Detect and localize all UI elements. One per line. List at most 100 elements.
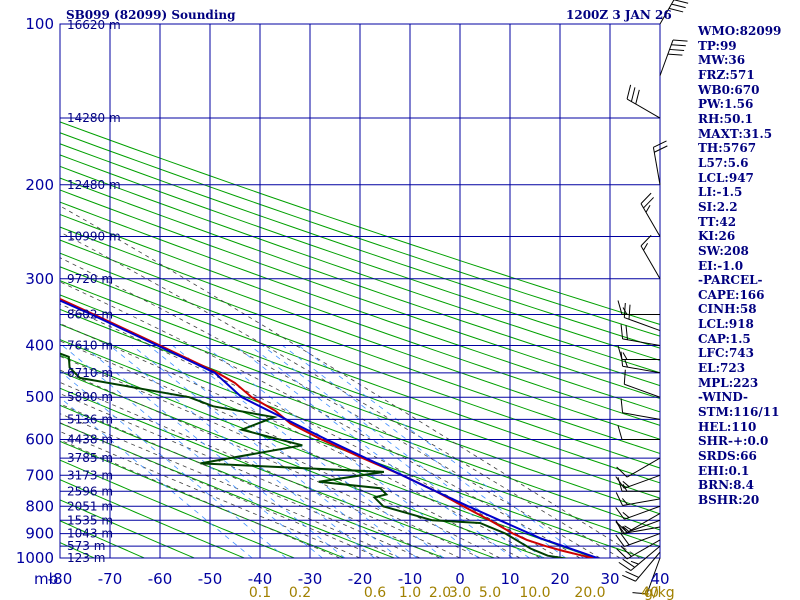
index-item: LCL:918	[698, 317, 754, 332]
temperature-tick-label: -70	[98, 570, 123, 588]
temperature-tick-label: -10	[398, 570, 423, 588]
moist-adiabat	[60, 422, 381, 558]
index-item: HEL:110	[698, 419, 757, 434]
index-item: WB0:670	[698, 82, 760, 97]
index-item: PW:1.56	[698, 97, 754, 112]
height-label: 573 m	[67, 539, 105, 553]
index-item: CAPE:166	[698, 287, 765, 302]
dry-adiabat	[60, 280, 660, 499]
index-item: SHR-+:0.0	[698, 434, 769, 449]
wind-barb	[615, 532, 661, 548]
wind-barb	[616, 512, 661, 533]
temperature-tick-label: -20	[348, 570, 373, 588]
wind-barb	[617, 300, 660, 316]
index-item: RH:50.1	[698, 111, 753, 126]
dry-adiabat	[60, 213, 660, 426]
moist-adiabat	[60, 231, 621, 558]
index-item: EI:-1.0	[698, 258, 744, 273]
index-item: TT:42	[698, 214, 737, 229]
dry-adiabat	[60, 177, 660, 387]
index-item: LFC:743	[698, 346, 754, 361]
mixing-ratio-label: 10.0	[519, 585, 550, 600]
wind-barb	[640, 192, 661, 237]
wind-barb	[626, 84, 661, 119]
height-label: 12480 m	[67, 178, 121, 192]
dry-adiabat	[60, 422, 395, 558]
index-item: TH:5767	[698, 141, 757, 156]
index-item: MW:36	[698, 53, 746, 68]
wind-barbs	[615, 0, 689, 595]
index-item: -PARCEL-	[698, 273, 763, 288]
pressure-unit-label: mb	[34, 570, 58, 588]
index-item: EL:723	[698, 361, 746, 376]
mixing-ratio-label: 2.0	[429, 585, 451, 600]
height-label: 16620 m	[67, 18, 121, 32]
moist-adiabat	[60, 403, 421, 558]
temperature-tick-label: 30	[600, 570, 619, 588]
height-label: 8602 m	[67, 308, 113, 322]
sounding-time: 1200Z 3 JAN 26	[566, 8, 672, 22]
wind-barb	[659, 39, 688, 76]
mixing-ratio-label: 1.0	[399, 585, 421, 600]
mixing-ratio-line	[234, 345, 513, 558]
index-item: BRN:8.4	[698, 478, 754, 493]
moist-adiabat	[60, 413, 401, 558]
temperature-tick-label: 20	[550, 570, 569, 588]
dry-adiabat	[60, 239, 660, 455]
dry-adiabat	[60, 121, 660, 325]
sounding-profiles	[60, 297, 601, 558]
index-item: FRZ:571	[698, 67, 755, 82]
wind-barb	[617, 477, 660, 492]
temperature-tick-label: -40	[248, 570, 273, 588]
mixing-ratio-line	[82, 345, 346, 558]
height-label: 9720 m	[67, 272, 113, 286]
height-label: 1535 m	[67, 513, 113, 527]
pressure-label: 300	[25, 270, 54, 288]
chart-title: SB099 (82099) Sounding	[66, 8, 236, 22]
index-item: MAXT:31.5	[698, 126, 773, 141]
pressure-label: 100	[25, 15, 54, 33]
wind-barb	[632, 557, 661, 595]
chart-grid	[59, 23, 661, 559]
mixing-ratio-line	[298, 345, 584, 558]
height-label: 1043 m	[67, 527, 113, 541]
stability-indices-list: WMO:82099 TP:99 MW:36 FRZ:571 WB0:670 PW:1.56…	[698, 24, 781, 508]
temperature-tick-label: -80	[48, 570, 73, 588]
index-item: MPL:223	[698, 375, 759, 390]
height-label: 5136 m	[67, 412, 113, 426]
mixing-ratio-label: 5.0	[479, 585, 501, 600]
pressure-label: 600	[25, 431, 54, 449]
dewpoint-profile	[60, 352, 569, 558]
pressure-label: 800	[25, 497, 54, 515]
mixing-ratio-label: 3.0	[449, 585, 471, 600]
index-item: SRDS:66	[698, 449, 757, 464]
adiabat-lines	[60, 121, 660, 558]
dry-adiabat	[60, 252, 660, 469]
height-label: 2051 m	[67, 499, 113, 513]
wind-barb	[622, 551, 661, 582]
dry-adiabat	[60, 294, 660, 515]
dry-adiabat	[60, 143, 660, 349]
index-item: SI:2.2	[698, 199, 738, 214]
height-label: 14280 m	[67, 111, 121, 125]
parcel-profile	[60, 299, 601, 558]
index-item: STM:116/11	[698, 405, 780, 420]
wind-barb	[615, 505, 661, 520]
wind-barb	[623, 369, 661, 398]
mixing-ratio-label: 0.1	[249, 585, 271, 600]
dry-adiabat	[60, 189, 660, 400]
wind-barb	[616, 539, 661, 560]
height-label: 3173 m	[67, 468, 113, 482]
mixing-ratio-label: 40	[641, 585, 659, 600]
height-label: 10990 m	[67, 229, 121, 243]
pressure-label: 1000	[16, 549, 54, 567]
wind-barb	[616, 457, 661, 478]
index-item: WMO:82099	[698, 24, 782, 38]
height-label: 123 m	[67, 551, 105, 565]
index-item: -WIND-	[698, 390, 748, 405]
index-item: L57:5.6	[698, 155, 749, 170]
index-item: KI:26	[698, 229, 736, 244]
height-label: 4438 m	[67, 433, 113, 447]
pressure-label: 900	[25, 525, 54, 543]
wind-barb	[640, 235, 661, 280]
